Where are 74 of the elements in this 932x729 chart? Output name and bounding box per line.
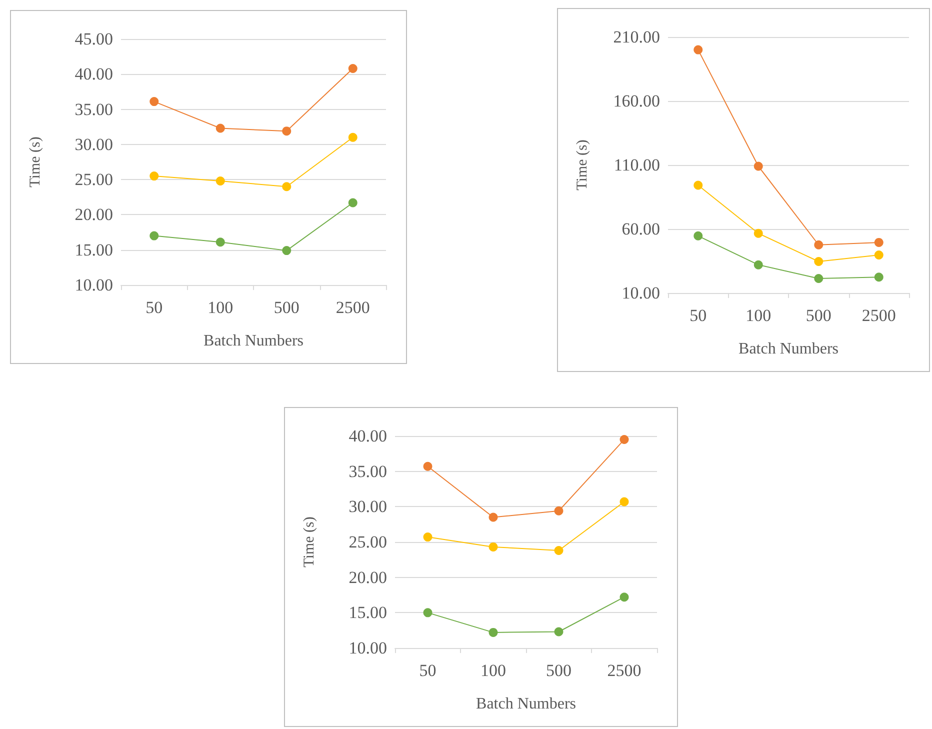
point bbox=[874, 250, 884, 260]
point bbox=[488, 628, 498, 637]
x-tick-label: 500 bbox=[806, 306, 832, 325]
x-tick-label: 2500 bbox=[862, 306, 896, 325]
point bbox=[348, 64, 358, 74]
point bbox=[814, 257, 824, 266]
y-tick-label: 40.00 bbox=[348, 426, 387, 446]
y-tick-label: 160.00 bbox=[613, 92, 660, 110]
point bbox=[488, 542, 498, 552]
y-tick-label: 25.00 bbox=[348, 532, 387, 552]
point bbox=[150, 97, 159, 106]
x-tick-label: 500 bbox=[546, 661, 572, 680]
x-tick-label: 500 bbox=[274, 298, 300, 317]
point bbox=[150, 231, 159, 240]
point bbox=[814, 240, 824, 250]
point bbox=[814, 274, 824, 284]
y-tick-label: 20.00 bbox=[348, 568, 387, 587]
point bbox=[423, 608, 432, 618]
point bbox=[488, 512, 498, 522]
y-tick-label: 35.00 bbox=[348, 462, 387, 481]
x-tick-label: 50 bbox=[690, 306, 707, 325]
point bbox=[694, 231, 703, 240]
point bbox=[554, 546, 564, 555]
point bbox=[348, 198, 358, 208]
y-tick-label: 10.00 bbox=[622, 284, 660, 302]
x-tick-label: 2500 bbox=[607, 661, 642, 680]
point bbox=[282, 246, 292, 256]
point bbox=[554, 627, 564, 636]
point bbox=[694, 45, 703, 54]
y-tick-label: 210.00 bbox=[613, 28, 660, 46]
point bbox=[694, 180, 703, 190]
y-tick-label: 35.00 bbox=[74, 100, 113, 119]
point bbox=[554, 506, 564, 516]
y-tick-label: 25.00 bbox=[74, 170, 113, 190]
point bbox=[282, 182, 292, 192]
y-tick-label: 110.00 bbox=[614, 156, 660, 174]
x-tick-label: 100 bbox=[480, 661, 506, 680]
point bbox=[754, 260, 763, 270]
y-tick-label: 30.00 bbox=[74, 134, 113, 154]
y-tick-label: 15.00 bbox=[348, 603, 387, 622]
y-axis-title: Time (s) bbox=[302, 516, 318, 568]
x-tick-label: 100 bbox=[208, 298, 234, 317]
point bbox=[754, 228, 763, 238]
y-tick-label: 60.00 bbox=[622, 220, 660, 238]
x-tick-label: 2500 bbox=[336, 298, 370, 317]
x-axis-title: Batch Numbers bbox=[738, 340, 838, 358]
point bbox=[282, 126, 292, 136]
point bbox=[874, 272, 884, 282]
point bbox=[216, 238, 225, 247]
y-tick-label: 30.00 bbox=[348, 497, 387, 516]
x-tick-label: 50 bbox=[146, 298, 163, 317]
y-tick-label: 10.00 bbox=[348, 638, 387, 658]
y-tick-label: 15.00 bbox=[74, 240, 113, 260]
point bbox=[348, 132, 358, 142]
x-tick-label: 50 bbox=[419, 661, 436, 680]
y-axis-title: Time (s) bbox=[28, 136, 44, 188]
y-tick-label: 40.00 bbox=[74, 64, 113, 84]
y-tick-label: 10.00 bbox=[74, 276, 113, 294]
point bbox=[874, 238, 884, 247]
point bbox=[423, 462, 432, 471]
point bbox=[150, 172, 159, 181]
point bbox=[216, 176, 225, 186]
point bbox=[620, 435, 629, 444]
y-tick-label: 20.00 bbox=[74, 205, 113, 224]
y-axis-title: Time (s) bbox=[574, 140, 590, 190]
y-tick-label: 45.00 bbox=[74, 30, 113, 48]
point bbox=[620, 497, 629, 506]
x-axis-title: Batch Numbers bbox=[476, 696, 576, 712]
point bbox=[754, 162, 763, 171]
point bbox=[423, 532, 432, 542]
x-axis-title: Batch Numbers bbox=[204, 332, 304, 350]
point bbox=[620, 592, 629, 602]
point bbox=[216, 124, 225, 133]
x-tick-label: 100 bbox=[746, 306, 772, 325]
